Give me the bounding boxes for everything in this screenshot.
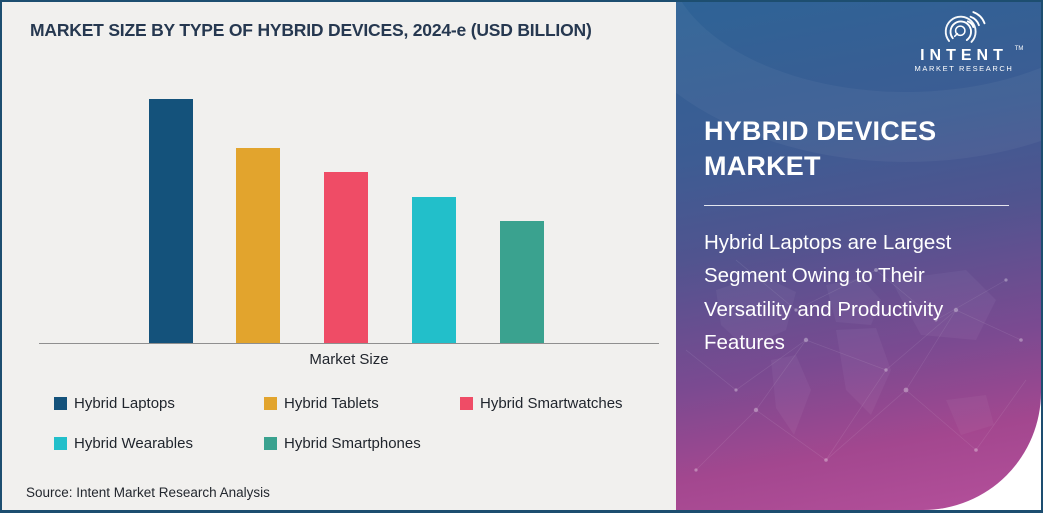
logo-wordmark: INTENT <box>920 47 1008 64</box>
x-axis-label: Market Size <box>309 351 389 368</box>
legend-item-hybrid-smartphones: Hybrid Smartphones <box>264 435 460 452</box>
panel-divider <box>704 205 1009 207</box>
bar-hybrid-smartphones <box>500 221 544 343</box>
panel-subtitle: Hybrid Laptops are Largest Segment Owing… <box>704 231 952 354</box>
legend-swatch <box>460 397 473 410</box>
legend-swatch <box>54 437 67 450</box>
legend-swatch <box>54 397 67 410</box>
panel-content: HYBRID DEVICES MARKET Hybrid Laptops are… <box>704 114 1016 359</box>
intent-market-research-logo: INTENT TM MARKET RESEARCH <box>899 10 1029 76</box>
radar-signal-icon <box>944 11 986 43</box>
side-panel: INTENT TM MARKET RESEARCH HYBRID DEVICES… <box>676 2 1041 510</box>
bar-hybrid-smartwatches <box>324 172 368 343</box>
source-note: Source: Intent Market Research Analysis <box>26 485 270 500</box>
legend-swatch <box>264 397 277 410</box>
logo-trademark: TM <box>1014 46 1024 52</box>
legend-label: Hybrid Smartwatches <box>480 395 623 412</box>
bar-hybrid-laptops <box>149 99 193 343</box>
panel-title: HYBRID DEVICES MARKET <box>704 116 937 181</box>
legend-row: Hybrid Laptops Hybrid Tablets Hybrid Smart… <box>54 395 654 412</box>
legend-item-hybrid-tablets: Hybrid Tablets <box>264 395 460 412</box>
legend-label: Hybrid Laptops <box>74 395 175 412</box>
chart-title: MARKET SIZE BY TYPE OF HYBRID DEVICES, 2… <box>30 20 592 40</box>
bar-hybrid-wearables <box>412 197 456 343</box>
world-map-network-decoration <box>685 259 1027 472</box>
bar-hybrid-tablets <box>236 148 280 343</box>
plot-area <box>39 97 659 344</box>
legend-item-hybrid-smartwatches: Hybrid Smartwatches <box>460 395 654 412</box>
legend-item-hybrid-wearables: Hybrid Wearables <box>54 435 264 452</box>
chart-area: MARKET SIZE BY TYPE OF HYBRID DEVICES, 2… <box>2 2 678 510</box>
legend-item-hybrid-laptops: Hybrid Laptops <box>54 395 264 412</box>
logo-subtext: MARKET RESEARCH <box>914 64 1014 73</box>
legend: Hybrid Laptops Hybrid Tablets Hybrid Smart… <box>54 395 654 475</box>
legend-label: Hybrid Tablets <box>284 395 379 412</box>
legend-row: Hybrid Wearables Hybrid Smartphones <box>54 435 654 452</box>
legend-swatch <box>264 437 277 450</box>
legend-label: Hybrid Wearables <box>74 435 193 452</box>
legend-label: Hybrid Smartphones <box>284 435 421 452</box>
